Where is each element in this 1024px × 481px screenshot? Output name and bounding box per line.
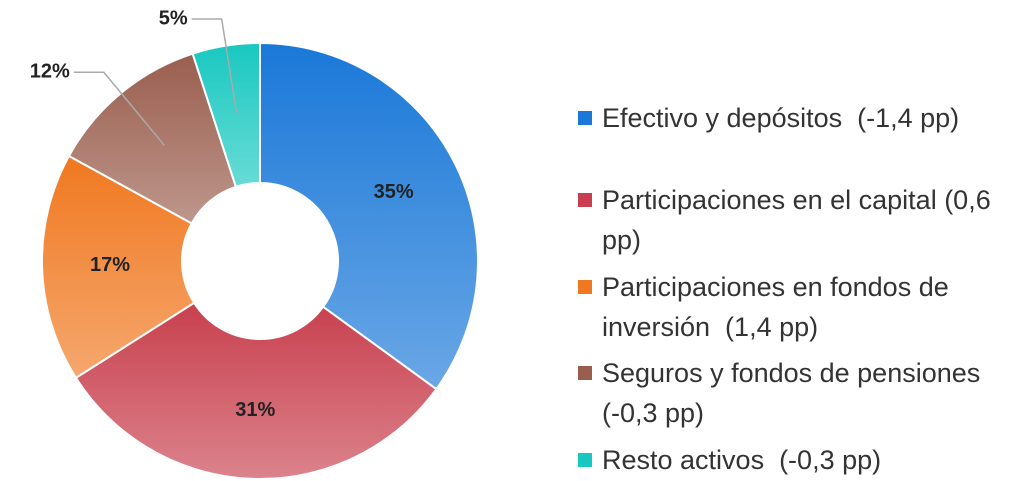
legend-swatch	[578, 453, 592, 467]
slice	[74, 301, 438, 480]
chart: 35% 31% 17% 12% 5%	[30, 7, 479, 480]
data-label: 5%	[159, 7, 188, 29]
data-label: 35%	[374, 181, 414, 203]
legend-label: Participaciones en fondos de inversión (…	[602, 272, 957, 342]
leader-line	[191, 18, 238, 113]
slice	[67, 52, 238, 225]
legend-label: Resto activos (-0,3 pp)	[602, 445, 882, 475]
legend-item: Seguros y fondos de pensiones (-0,3 pp)	[578, 353, 1002, 433]
legend-swatch	[578, 193, 592, 207]
legend-label: Efectivo y depósitos (-1,4 pp)	[602, 103, 960, 133]
legend: Efectivo y depósitos (-1,4 pp) Participac…	[578, 0, 1024, 481]
legend-label: Participaciones en el capital (0,6 pp)	[602, 185, 999, 255]
legend-item: Participaciones en el capital (0,6 pp)	[578, 180, 1002, 260]
slice	[259, 41, 479, 391]
legend-label: Seguros y fondos de pensiones (-0,3 pp)	[602, 358, 1024, 428]
legend-swatch	[578, 111, 592, 125]
legend-item: Efectivo y depósitos (-1,4 pp)	[578, 98, 1002, 138]
data-label: 31%	[235, 399, 275, 421]
slice	[191, 41, 261, 189]
leader-line	[73, 71, 165, 146]
data-label: 12%	[30, 61, 70, 83]
legend-item: Resto activos (-0,3 pp)	[578, 440, 1002, 480]
legend-swatch	[578, 280, 592, 294]
legend-item: Participaciones en fondos de inversión (…	[578, 267, 1002, 347]
slice	[41, 154, 196, 380]
data-label: 17%	[90, 254, 130, 276]
legend-swatch	[578, 366, 592, 380]
